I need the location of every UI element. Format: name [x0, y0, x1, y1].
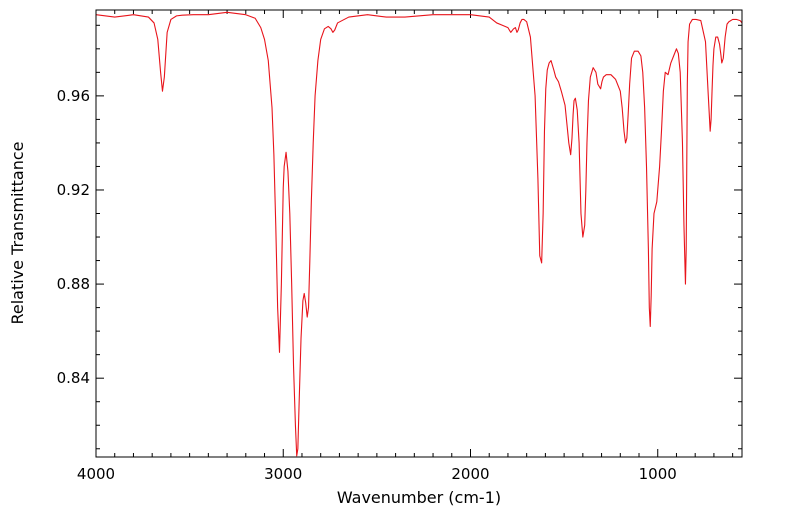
y-tick-label: 0.88: [57, 275, 90, 293]
plot-frame: [95, 9, 743, 458]
x-tick-label: 4000: [77, 465, 115, 483]
y-tick-label: 0.92: [57, 181, 90, 199]
spectrum-line: [95, 11, 743, 457]
plot-background: [96, 10, 742, 457]
x-axis-ticks: 4000 3000 2000 1000: [77, 10, 734, 483]
x-tick-label: 2000: [451, 465, 489, 483]
y-axis-title: Relative Transmittance: [8, 141, 27, 324]
y-tick-label: 0.96: [57, 87, 90, 105]
x-axis-title: Wavenumber (cm-1): [337, 488, 501, 507]
y-tick-label: 0.84: [57, 369, 90, 387]
x-tick-label: 1000: [639, 465, 677, 483]
x-tick-label: 3000: [264, 465, 302, 483]
y-axis-ticks: 0.84 0.88 0.92 0.96: [57, 24, 742, 450]
